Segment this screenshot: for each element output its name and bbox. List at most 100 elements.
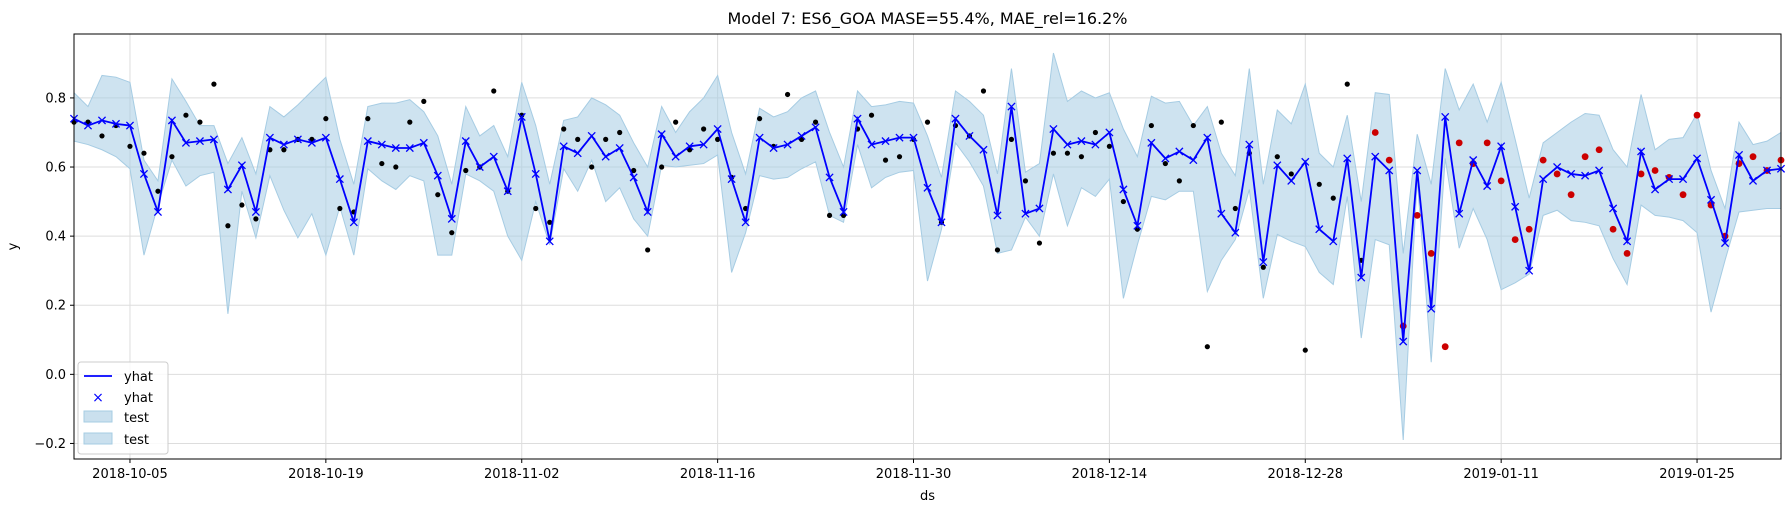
actual-point — [1190, 122, 1196, 129]
yhat-marker — [1329, 237, 1338, 246]
actual-point — [1330, 195, 1336, 201]
yhat-marker — [909, 133, 918, 142]
test-actual-point — [1567, 191, 1575, 199]
yhat-marker — [769, 143, 778, 153]
test-actual-point — [1413, 212, 1421, 219]
x-tick-label: 2018-12-28 — [1267, 467, 1343, 482]
actual-point — [826, 212, 833, 219]
yhat-marker — [1315, 225, 1324, 234]
actual-point — [211, 81, 217, 87]
actual-point — [449, 230, 455, 236]
yhat-marker — [1679, 175, 1688, 184]
actual-point — [463, 167, 469, 174]
yhat-marker — [979, 145, 988, 154]
plot-axes — [73, 33, 1782, 460]
yhat-marker — [125, 121, 135, 130]
yhat-marker — [573, 149, 582, 158]
yhat-marker — [643, 207, 652, 217]
test-actual-point — [1441, 343, 1449, 351]
actual-point — [323, 116, 329, 122]
yhat-marker — [419, 138, 428, 147]
yhat-marker — [153, 207, 163, 217]
actual-point — [253, 216, 259, 222]
yhat-marker — [1203, 133, 1212, 142]
actual-point — [1162, 160, 1168, 167]
actual-point — [673, 119, 679, 125]
yhat-marker — [209, 135, 218, 144]
yhat-marker — [1748, 176, 1758, 185]
yhat-marker — [363, 137, 372, 146]
yhat-marker — [1105, 128, 1114, 137]
test-actual-point — [1609, 225, 1617, 233]
actual-point — [1204, 344, 1210, 350]
yhat-marker — [965, 131, 974, 140]
test-actual-point — [1637, 170, 1645, 178]
actual-point — [1050, 150, 1057, 156]
actual-point — [1302, 347, 1308, 353]
yhat-marker — [1175, 147, 1184, 156]
yhat-marker — [629, 173, 638, 182]
yhat-marker — [1259, 257, 1268, 267]
yhat-marker — [475, 162, 484, 172]
actual-point — [533, 205, 539, 212]
yhat-marker — [1399, 337, 1408, 346]
y-axis-label: y — [6, 242, 21, 250]
actual-point — [882, 157, 889, 163]
yhat-marker — [1567, 169, 1576, 178]
y-tick-label: 0.2 — [45, 299, 66, 314]
yhat-series — [69, 102, 1786, 346]
plot-frame — [73, 33, 1782, 460]
actual-point — [197, 119, 203, 125]
yhat-marker — [1497, 142, 1506, 151]
yhat-marker — [1455, 209, 1464, 218]
yhat-marker — [867, 140, 876, 149]
yhat-marker — [1371, 152, 1380, 161]
legend-test-label-1: test — [124, 411, 149, 426]
yhat-marker — [237, 161, 246, 170]
yhat-marker — [1441, 112, 1450, 121]
actual-point — [337, 205, 343, 212]
actual-point — [1106, 143, 1112, 149]
legend-frame — [77, 361, 169, 455]
test-actual-point — [1581, 153, 1589, 161]
yhat-marker — [713, 124, 722, 134]
actual-point — [547, 219, 553, 225]
yhat-marker — [811, 123, 820, 132]
actual-point — [631, 167, 637, 174]
actual-point — [896, 154, 903, 160]
yhat-marker — [1762, 166, 1772, 175]
confidence-band — [73, 52, 1782, 441]
actual-point — [1288, 171, 1294, 177]
y-tick-label: −0.2 — [34, 437, 66, 452]
yhat-marker — [881, 137, 890, 146]
yhat-marker — [1077, 137, 1086, 146]
actual-point — [1064, 150, 1071, 156]
actual-point — [141, 150, 147, 156]
chart-title: Model 7: ES6_GOA MASE=55.4%, MAE_rel=16.… — [728, 9, 1128, 29]
actual-point — [393, 164, 399, 170]
yhat-marker — [251, 207, 260, 217]
actual-point — [1120, 198, 1126, 205]
yhat-marker — [559, 142, 568, 151]
yhat-marker — [615, 143, 624, 153]
yhat-marker — [601, 152, 610, 161]
yhat-marker — [741, 218, 750, 227]
legend-yhat-marker-swatch: × — [92, 390, 104, 406]
yhat-marker — [433, 171, 442, 180]
actual-point — [701, 126, 707, 132]
yhat-marker — [937, 218, 946, 227]
legend-test-swatch-1 — [83, 410, 113, 423]
yhat-marker — [489, 152, 498, 161]
actual-point — [924, 119, 931, 125]
yhat-marker — [1483, 181, 1492, 191]
legend-test-label-2: test — [124, 433, 149, 448]
x-tick-label: 2018-10-19 — [288, 467, 364, 482]
actual-point — [435, 192, 441, 198]
yhat-marker — [1343, 154, 1352, 163]
test-actual-point — [1553, 170, 1561, 178]
yhat-marker — [97, 116, 107, 125]
yhat-marker — [657, 130, 666, 139]
yhat-marker — [1734, 150, 1744, 159]
yhat-marker — [1063, 140, 1072, 149]
yhat-marker — [531, 169, 540, 178]
